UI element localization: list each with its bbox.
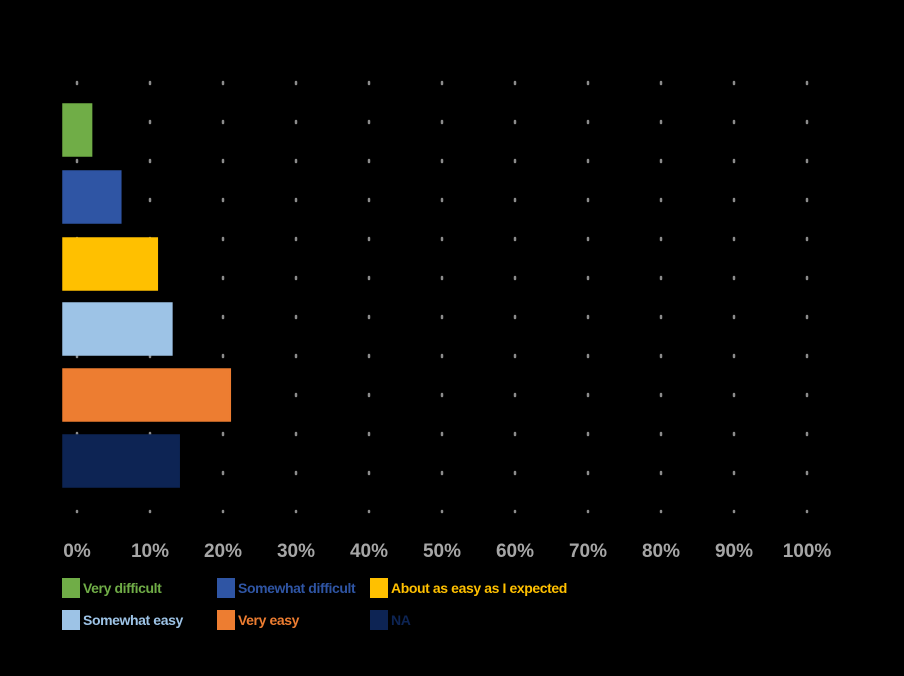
x-tick-label: 80%	[642, 541, 680, 562]
legend-item-somewhat-easy: Somewhat easy	[62, 608, 183, 632]
x-tick-label: 10%	[131, 541, 169, 562]
x-tick-label: 90%	[715, 541, 753, 562]
legend-label: Very difficult	[83, 580, 162, 596]
legend-swatch	[370, 610, 388, 630]
bar-na	[62, 434, 180, 488]
legend-label: NA	[391, 612, 411, 628]
x-tick-label: 30%	[277, 541, 315, 562]
x-tick-label: 60%	[496, 541, 534, 562]
bar-somewhat-difficult	[62, 170, 122, 224]
legend-swatch	[62, 610, 80, 630]
bar-somewhat-easy	[62, 302, 173, 356]
legend-item-about-as-easy: About as easy as I expected	[370, 576, 567, 600]
legend: Very difficult Somewhat difficult About …	[62, 576, 842, 636]
x-tick-label: 70%	[569, 541, 607, 562]
bars	[62, 103, 232, 488]
legend-swatch	[217, 578, 235, 598]
x-tick-label: 20%	[204, 541, 242, 562]
legend-label: Somewhat difficult	[238, 580, 356, 596]
legend-item-somewhat-difficult: Somewhat difficult	[217, 576, 356, 600]
legend-label: Somewhat easy	[83, 612, 183, 628]
legend-swatch	[217, 610, 235, 630]
x-tick-label: 50%	[423, 541, 461, 562]
legend-swatch	[370, 578, 388, 598]
legend-label: Very easy	[238, 612, 300, 628]
bar-about-as-easy-as-i-expected	[62, 237, 159, 291]
gridlines	[75, 80, 809, 514]
legend-item-very-easy: Very easy	[217, 608, 299, 632]
bar-very-easy	[62, 368, 232, 422]
legend-label: About as easy as I expected	[391, 580, 567, 596]
legend-swatch	[62, 578, 80, 598]
x-tick-label: 40%	[350, 541, 388, 562]
x-axis-ticks: 0% 10% 20% 30% 40% 50% 60% 70% 80% 90% 100%	[63, 541, 831, 562]
x-tick-label: 100%	[783, 541, 832, 562]
x-tick-label: 0%	[63, 541, 91, 562]
legend-item-na: NA	[370, 608, 411, 632]
bar-very-difficult	[62, 103, 93, 157]
legend-item-very-difficult: Very difficult	[62, 576, 162, 600]
